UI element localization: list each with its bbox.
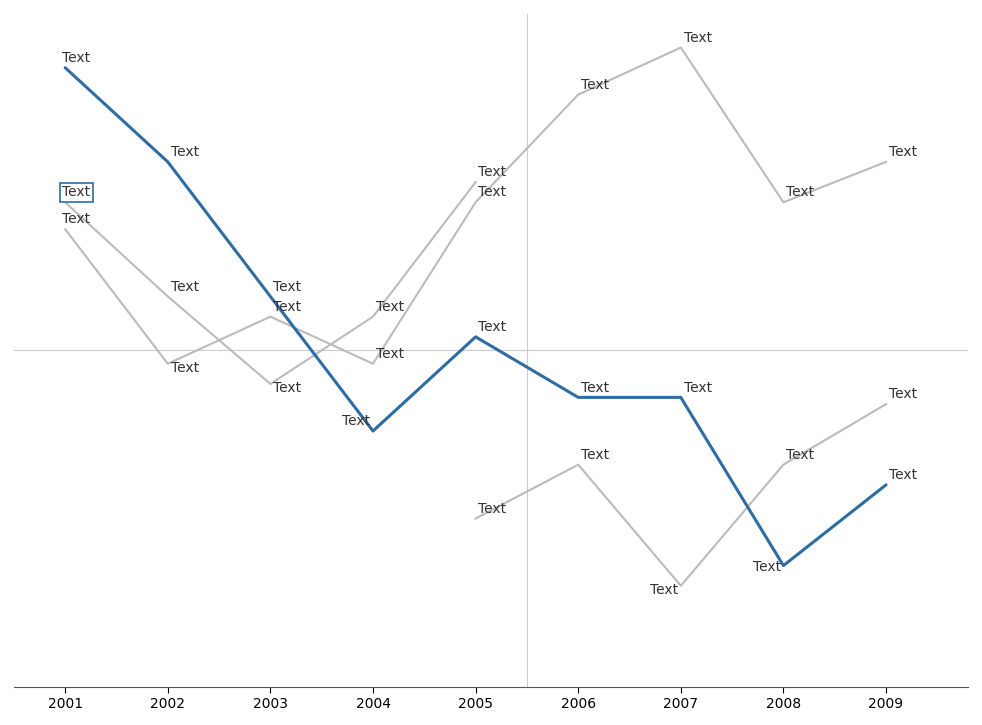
Text: Text: Text bbox=[63, 186, 90, 199]
Text: Text: Text bbox=[581, 381, 609, 394]
Text: Text: Text bbox=[171, 361, 198, 375]
Text: Text: Text bbox=[478, 320, 507, 334]
Text: Text: Text bbox=[273, 381, 301, 395]
Text: Text: Text bbox=[683, 381, 712, 394]
Text: Text: Text bbox=[650, 583, 678, 597]
Text: Text: Text bbox=[376, 300, 404, 314]
Text: Text: Text bbox=[273, 280, 301, 294]
Text: Text: Text bbox=[581, 78, 609, 92]
Text: Text: Text bbox=[342, 414, 370, 428]
Text: Text: Text bbox=[889, 387, 917, 402]
Text: Text: Text bbox=[683, 30, 712, 45]
Text: Text: Text bbox=[273, 300, 301, 314]
Text: Text: Text bbox=[787, 448, 814, 462]
Text: Text: Text bbox=[171, 145, 198, 159]
Text: Text: Text bbox=[787, 186, 814, 199]
Text: Text: Text bbox=[889, 468, 917, 482]
Text: Text: Text bbox=[752, 560, 781, 574]
Text: Text: Text bbox=[478, 165, 507, 179]
Text: Text: Text bbox=[171, 280, 198, 294]
Text: Text: Text bbox=[376, 347, 404, 361]
Text: Text: Text bbox=[478, 186, 507, 199]
Text: Text: Text bbox=[63, 51, 90, 65]
Text: Text: Text bbox=[889, 145, 917, 159]
Text: Text: Text bbox=[63, 212, 90, 226]
Text: Text: Text bbox=[581, 448, 609, 462]
Text: Text: Text bbox=[478, 502, 507, 515]
